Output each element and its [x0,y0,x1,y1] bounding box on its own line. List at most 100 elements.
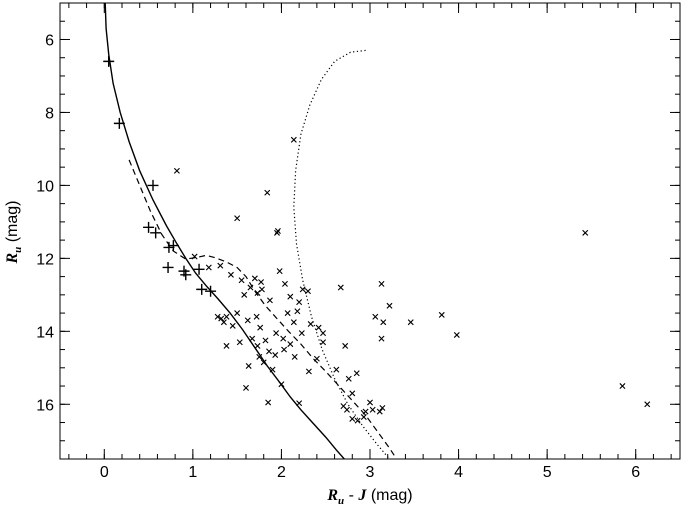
x-marker [273,330,280,337]
x-marker [280,335,287,342]
x-marker [258,286,265,293]
curves-group [104,3,398,459]
y-tick-label: 8 [45,105,54,122]
curve-dotted [293,49,390,459]
x-tick-label: 1 [188,464,197,481]
curve-dashed [128,159,398,459]
x-marker [337,284,344,291]
x-marker [191,253,198,260]
x-marker [247,284,254,291]
plus-marker [162,261,174,273]
y-tick-label: 10 [36,178,54,195]
x-marker [220,319,227,326]
x-marker [284,310,291,317]
x-marker [274,228,281,234]
x-marker [644,401,651,408]
plus-marker [180,269,192,281]
x-marker [241,291,248,298]
x-marker [307,321,314,328]
x-marker [313,355,320,362]
x-marker [205,264,212,271]
x-marker [287,293,294,300]
x-marker [362,408,369,415]
plus-marker [113,117,125,129]
x-marker [217,262,224,269]
x-marker [438,311,445,318]
x-marker [256,353,263,360]
x-marker [320,330,327,337]
x-marker [223,342,230,349]
x-marker [367,399,373,406]
x-marker [249,335,256,342]
x-marker [264,189,271,196]
x-marker [214,313,221,320]
x-marker [257,324,264,331]
plus-marker [103,55,115,67]
plus-marker [205,285,217,297]
x-marker [360,414,367,421]
x-marker [453,331,460,338]
x-marker [582,229,589,236]
x-marker [378,335,385,342]
x-marker [294,308,301,315]
x-marker [227,271,234,278]
x-marker [218,315,225,322]
x-marker [290,319,297,326]
plus-marker [150,227,162,239]
curve-solid [104,3,345,459]
y-tick-label: 6 [45,32,54,49]
x-marker [260,359,267,366]
x-marker [315,324,322,331]
x-tick-label: 5 [543,464,552,481]
x-marker [244,317,251,324]
x-tick-label: 4 [454,464,463,481]
x-marker [274,229,280,236]
x-marker [173,167,180,174]
x-marker [320,339,327,346]
x-tick-label: 3 [366,464,375,481]
x-axis-title: Ru - J (mag) [326,487,412,507]
plus-marker [167,240,179,252]
x-marker [254,290,261,297]
y-axis-title-symbol: R [4,253,21,265]
x-marker [269,366,276,373]
x-marker [299,286,306,293]
x-marker [253,313,260,320]
x-marker [345,375,352,382]
x-marker [296,299,303,306]
x-marker [234,215,241,222]
x-marker [343,406,350,413]
x-marker [349,415,356,422]
x-marker [266,297,273,304]
x-marker [287,341,294,348]
x-axis-title-dash: - [344,487,358,504]
y-axis-title-unit: (mag) [4,200,21,246]
x-axis-title-symbol: R [326,487,338,504]
plus-marker [196,283,208,295]
ticks-group [60,2,680,460]
y-axis-title: Ru (mag) [4,200,24,264]
x-marker [305,288,311,295]
x-marker [372,313,379,320]
x-marker [266,348,273,355]
x-marker [290,136,297,143]
x-marker [296,400,303,407]
plus-marker [147,179,159,191]
x-marker [353,370,360,377]
x-axis-title-subscript: u [338,495,344,507]
x-marker [380,319,387,326]
x-marker [291,353,298,360]
y-tick-label: 12 [36,251,54,268]
x-marker [298,330,305,337]
y-tick-label: 16 [36,397,54,414]
x-marker [245,362,252,369]
x-marker [281,280,288,287]
x-marker [278,381,285,388]
plus-marker [143,221,155,233]
x-tick-label: 0 [100,464,109,481]
y-axis-title-subscript: u [12,247,24,253]
x-marker [251,275,258,282]
x-marker [281,346,288,353]
x-marker [349,390,356,397]
